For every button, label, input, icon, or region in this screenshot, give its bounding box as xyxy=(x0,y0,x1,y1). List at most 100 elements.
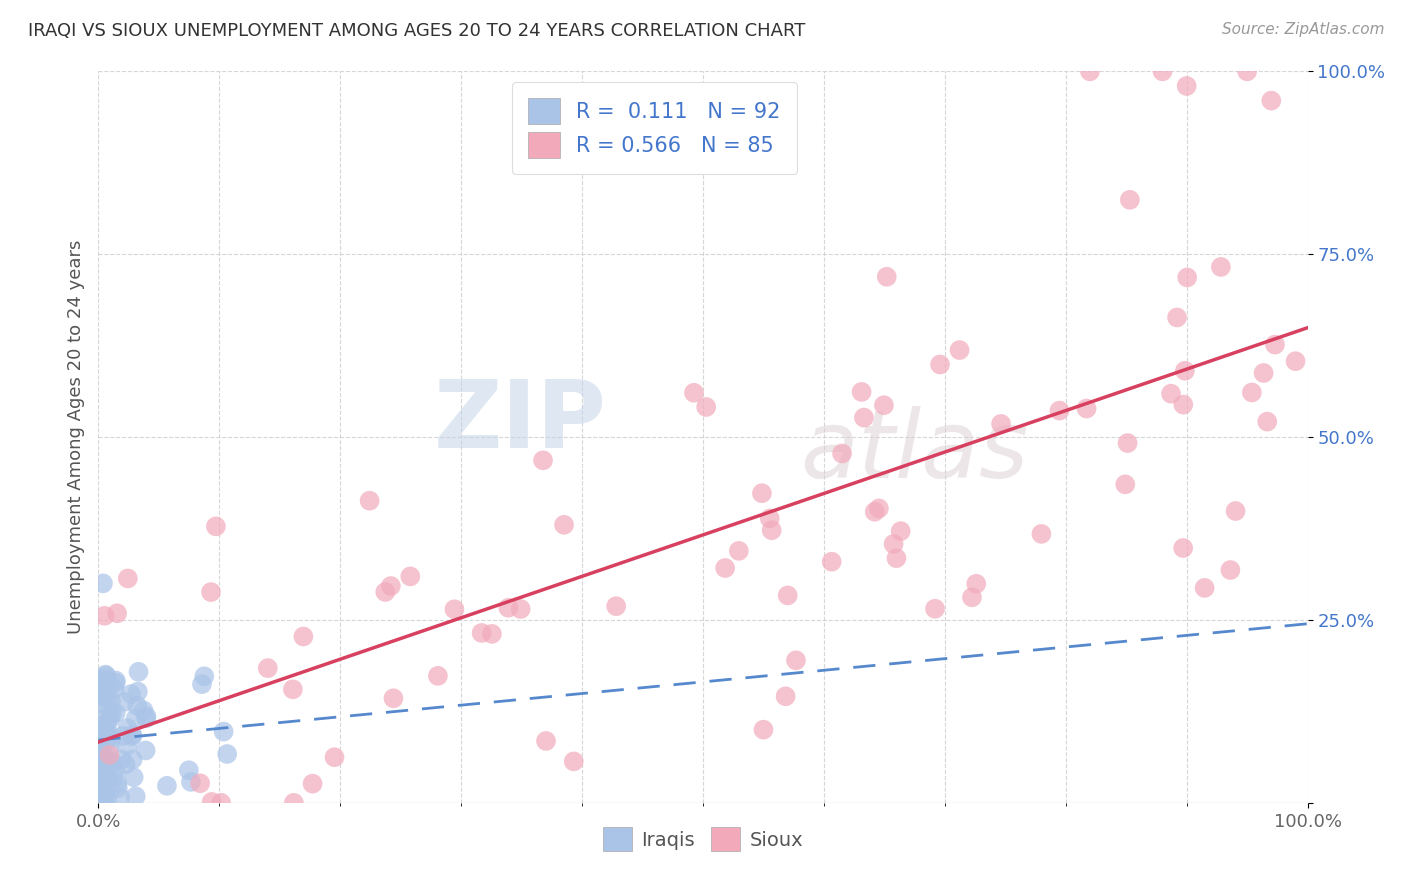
Point xyxy=(1166,310,1188,325)
Point xyxy=(374,585,396,599)
Point xyxy=(1209,260,1232,274)
Point xyxy=(90,795,112,809)
Point xyxy=(94,764,117,779)
Point xyxy=(98,712,121,726)
Point xyxy=(87,784,110,798)
Point xyxy=(117,571,139,585)
Point xyxy=(90,678,112,692)
Point xyxy=(103,681,125,696)
Point xyxy=(965,576,987,591)
Point xyxy=(98,747,121,762)
Point xyxy=(1173,398,1195,412)
Point xyxy=(94,667,117,681)
Point xyxy=(876,269,898,284)
Point xyxy=(127,684,149,698)
Point xyxy=(96,731,118,745)
Point xyxy=(191,677,214,691)
Point xyxy=(94,785,117,799)
Point xyxy=(1175,78,1198,93)
Point xyxy=(135,711,157,725)
Point xyxy=(105,607,128,621)
Point xyxy=(443,602,465,616)
Point xyxy=(1114,477,1136,491)
Point xyxy=(758,511,780,525)
Point xyxy=(1173,541,1195,555)
Point xyxy=(94,751,117,765)
Point xyxy=(188,776,211,790)
Point xyxy=(89,696,111,710)
Point xyxy=(105,776,128,790)
Point xyxy=(89,739,111,754)
Point xyxy=(301,777,323,791)
Point xyxy=(111,753,134,767)
Point xyxy=(89,781,111,796)
Point xyxy=(91,747,114,762)
Point xyxy=(103,771,125,785)
Point xyxy=(1076,401,1098,416)
Point xyxy=(89,789,111,803)
Point xyxy=(89,763,111,777)
Point xyxy=(87,755,110,769)
Point xyxy=(821,555,844,569)
Point xyxy=(785,653,807,667)
Point xyxy=(97,673,120,687)
Legend: Iraqis, Sioux: Iraqis, Sioux xyxy=(595,820,811,859)
Point xyxy=(98,740,121,755)
Point xyxy=(90,727,112,741)
Point xyxy=(90,765,112,780)
Point xyxy=(201,795,224,809)
Point xyxy=(135,709,157,723)
Point xyxy=(399,569,422,583)
Point xyxy=(114,757,136,772)
Text: IRAQI VS SIOUX UNEMPLOYMENT AMONG AGES 20 TO 24 YEARS CORRELATION CHART: IRAQI VS SIOUX UNEMPLOYMENT AMONG AGES 2… xyxy=(28,22,806,40)
Point xyxy=(1256,415,1278,429)
Point xyxy=(97,772,120,787)
Point xyxy=(292,630,315,644)
Point xyxy=(1236,64,1258,78)
Point xyxy=(90,759,112,773)
Point xyxy=(100,731,122,745)
Point xyxy=(217,747,239,761)
Point xyxy=(380,579,402,593)
Point xyxy=(101,706,124,721)
Point xyxy=(498,600,520,615)
Point xyxy=(107,780,129,795)
Point xyxy=(101,756,124,770)
Point xyxy=(91,718,114,732)
Point xyxy=(125,789,148,804)
Point xyxy=(924,601,946,615)
Point xyxy=(96,690,118,704)
Point xyxy=(948,343,970,357)
Point xyxy=(776,588,799,602)
Point xyxy=(104,764,127,778)
Point xyxy=(212,724,235,739)
Point xyxy=(122,770,145,784)
Point xyxy=(177,764,200,778)
Point xyxy=(108,790,131,805)
Point xyxy=(89,741,111,756)
Point xyxy=(114,695,136,709)
Point xyxy=(1194,581,1216,595)
Point xyxy=(96,715,118,730)
Point xyxy=(93,766,115,780)
Point xyxy=(562,755,585,769)
Point xyxy=(868,501,890,516)
Point xyxy=(714,561,737,575)
Point xyxy=(104,675,127,690)
Point xyxy=(471,626,494,640)
Point xyxy=(883,537,905,551)
Point xyxy=(97,725,120,739)
Point xyxy=(727,544,749,558)
Point xyxy=(323,750,346,764)
Point xyxy=(121,728,143,742)
Point xyxy=(851,384,873,399)
Point xyxy=(87,792,110,806)
Point xyxy=(135,743,157,757)
Point xyxy=(283,796,305,810)
Point xyxy=(121,752,143,766)
Point xyxy=(91,764,114,779)
Point xyxy=(156,779,179,793)
Point xyxy=(89,780,111,794)
Point xyxy=(1219,563,1241,577)
Point xyxy=(94,724,117,739)
